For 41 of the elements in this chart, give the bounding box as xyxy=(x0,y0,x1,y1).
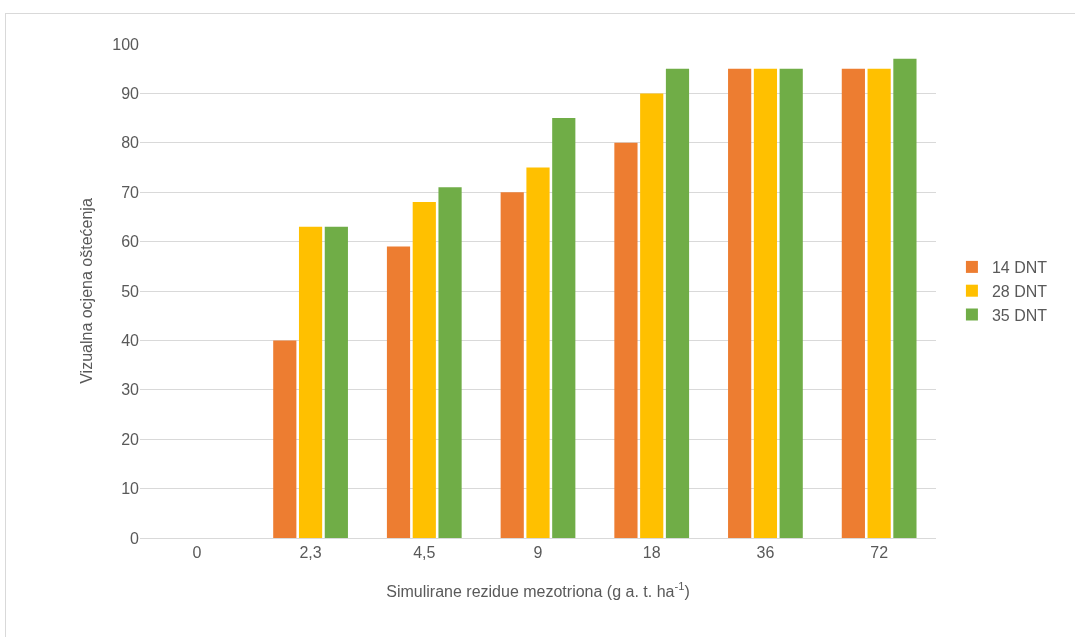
x-tick-label: 2,3 xyxy=(299,544,322,562)
y-tick-label: 50 xyxy=(121,282,140,300)
bar xyxy=(728,68,752,538)
bar xyxy=(526,167,550,538)
x-tick-label: 4,5 xyxy=(413,544,436,562)
y-axis-title: Vizualna ocjena oštećenja xyxy=(78,198,96,384)
x-tick-label: 18 xyxy=(642,544,661,562)
bar xyxy=(298,226,323,538)
bar xyxy=(324,226,348,538)
bar xyxy=(779,68,803,538)
bar xyxy=(273,340,297,538)
x-axis-title: Simulirane rezidue mezotriona (g a. t. ha$^{-1}$) xyxy=(386,580,690,600)
y-tick-label: 80 xyxy=(121,134,140,152)
bar xyxy=(386,246,411,538)
y-tick-label: 70 xyxy=(121,183,140,201)
bar xyxy=(412,202,436,538)
legend-label: 28 DNT xyxy=(991,282,1048,300)
bar xyxy=(841,68,865,538)
x-tick-label: 0 xyxy=(192,544,202,562)
bar xyxy=(438,187,462,538)
y-tick-label: 30 xyxy=(121,381,140,399)
y-tick-label: 10 xyxy=(121,480,140,498)
x-tick-label: 72 xyxy=(870,544,889,562)
bar xyxy=(640,93,664,538)
legend-label: 14 DNT xyxy=(991,259,1048,277)
bar xyxy=(893,58,917,538)
y-tick-label: 20 xyxy=(121,430,140,448)
bar xyxy=(753,68,778,538)
bar xyxy=(500,192,524,538)
y-tick-label: 60 xyxy=(121,233,140,251)
x-tick-label: 36 xyxy=(756,544,775,562)
legend-label: 35 DNT xyxy=(991,306,1048,324)
y-tick-label: 100 xyxy=(112,35,140,53)
bar xyxy=(614,142,638,538)
bar xyxy=(665,68,690,538)
y-tick-label: 40 xyxy=(121,332,140,349)
y-tick-label: 0 xyxy=(130,529,140,547)
bar xyxy=(552,118,576,538)
x-tick-label: 9 xyxy=(533,544,543,562)
bar xyxy=(867,68,891,538)
y-tick-label: 90 xyxy=(121,85,140,102)
